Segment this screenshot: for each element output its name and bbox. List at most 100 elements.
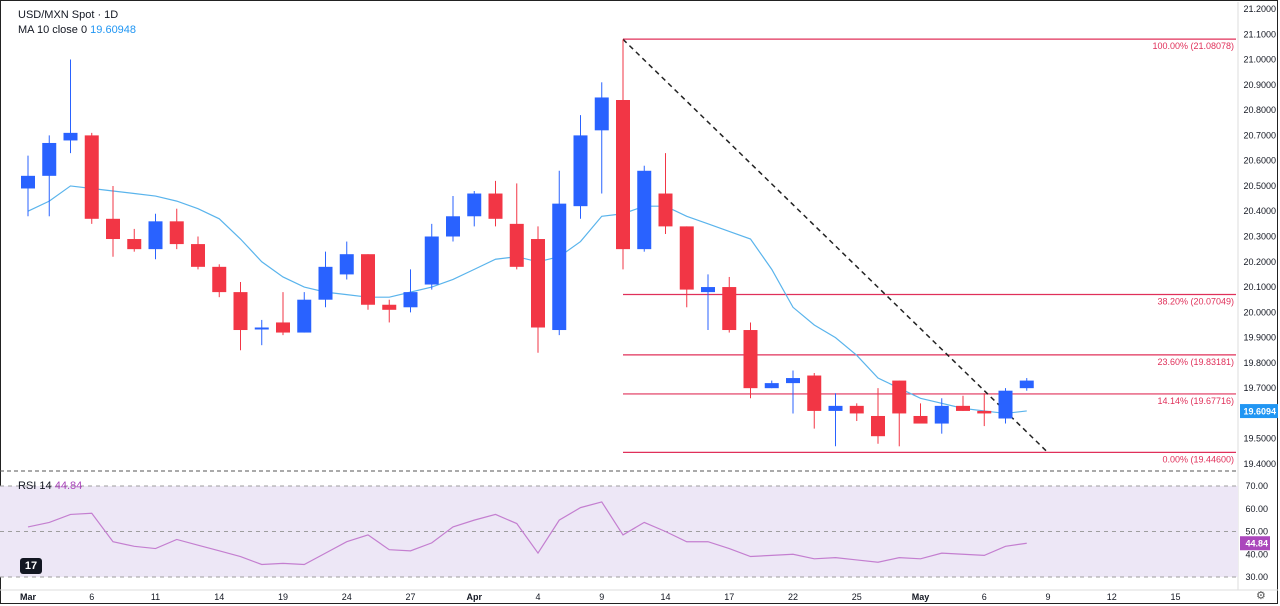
time-axis-tick: 12 bbox=[1107, 592, 1117, 602]
rsi-axis-tick: 50.00 bbox=[1245, 527, 1268, 537]
candle-body[interactable] bbox=[84, 135, 99, 219]
time-axis-tick: 4 bbox=[535, 592, 540, 602]
time-axis-tick: 19 bbox=[278, 592, 288, 602]
rsi-value-tag: 44.84 bbox=[1245, 539, 1268, 549]
candle-body[interactable] bbox=[637, 170, 652, 250]
price-axis-tick: 20.8000 bbox=[1243, 105, 1276, 115]
symbol-title: USD/MXN Spot · 1D bbox=[18, 9, 119, 21]
candle-body[interactable] bbox=[701, 287, 715, 293]
candle-body[interactable] bbox=[318, 266, 333, 300]
candle-body[interactable] bbox=[446, 216, 460, 237]
price-axis-tick: 21.1000 bbox=[1243, 29, 1276, 39]
price-axis-tick: 20.2000 bbox=[1243, 257, 1276, 267]
price-axis-tick: 19.5000 bbox=[1243, 434, 1276, 444]
candle-body[interactable] bbox=[658, 193, 673, 227]
candle-body[interactable] bbox=[127, 239, 142, 250]
candle-body[interactable] bbox=[276, 322, 290, 333]
fib-level-label: 14.14% (19.67716) bbox=[1157, 396, 1234, 406]
fib-level-label: 38.20% (20.07049) bbox=[1157, 297, 1234, 307]
rsi-value: 44.84 bbox=[54, 480, 83, 492]
ma-label: MA 10 close 0 bbox=[18, 24, 88, 36]
candle-body[interactable] bbox=[169, 221, 184, 245]
price-axis-tick: 20.9000 bbox=[1243, 80, 1276, 90]
candle-body[interactable] bbox=[956, 405, 970, 411]
symbol-legend: USD/MXN Spot · 1D bbox=[18, 9, 118, 21]
candle-body[interactable] bbox=[488, 193, 503, 219]
price-axis-tick: 19.8000 bbox=[1243, 358, 1276, 368]
candle-body[interactable] bbox=[254, 327, 269, 330]
time-axis-tick: 24 bbox=[342, 592, 352, 602]
candle-body[interactable] bbox=[552, 203, 567, 331]
time-axis-tick: Mar bbox=[20, 592, 37, 602]
candle-body[interactable] bbox=[743, 330, 758, 389]
price-axis-tick: 20.6000 bbox=[1243, 156, 1276, 166]
candle-body[interactable] bbox=[531, 239, 545, 328]
candle-body[interactable] bbox=[509, 223, 524, 267]
candle-body[interactable] bbox=[616, 100, 630, 250]
candle-body[interactable] bbox=[786, 378, 800, 384]
time-axis-tick: 6 bbox=[982, 592, 987, 602]
candle-body[interactable] bbox=[849, 405, 864, 414]
rsi-axis-tick: 30.00 bbox=[1245, 572, 1268, 582]
candle-body[interactable] bbox=[934, 405, 949, 424]
candle-body[interactable] bbox=[212, 266, 227, 293]
time-axis-tick: 17 bbox=[724, 592, 734, 602]
time-axis-tick: 15 bbox=[1170, 592, 1180, 602]
price-axis-tick: 20.4000 bbox=[1243, 206, 1276, 216]
candle-body[interactable] bbox=[148, 221, 163, 250]
candle-body[interactable] bbox=[977, 410, 992, 414]
candle-body[interactable] bbox=[679, 226, 694, 290]
price-axis-tick: 20.7000 bbox=[1243, 130, 1276, 140]
candle-body[interactable] bbox=[21, 175, 35, 189]
time-axis-tick: 11 bbox=[151, 592, 160, 602]
candle-body[interactable] bbox=[424, 236, 439, 285]
candle-body[interactable] bbox=[998, 390, 1013, 419]
time-axis-tick: 14 bbox=[214, 592, 224, 602]
ma-value: 19.60948 bbox=[90, 24, 137, 36]
candle-body[interactable] bbox=[339, 254, 354, 275]
candle-body[interactable] bbox=[1019, 380, 1034, 389]
candle-body[interactable] bbox=[764, 383, 779, 389]
price-axis-tick: 19.9000 bbox=[1243, 333, 1276, 343]
price-axis-tick: 21.0000 bbox=[1243, 55, 1276, 65]
candle-body[interactable] bbox=[913, 415, 928, 424]
candle-body[interactable] bbox=[361, 254, 375, 305]
candle-body[interactable] bbox=[63, 132, 78, 141]
time-axis-tick: 27 bbox=[405, 592, 415, 602]
candle-body[interactable] bbox=[191, 244, 205, 267]
rsi-line bbox=[27, 501, 1027, 566]
candle-body[interactable] bbox=[233, 292, 248, 331]
candle-body[interactable] bbox=[892, 380, 907, 414]
candle-body[interactable] bbox=[382, 304, 397, 310]
price-axis-tick: 19.4000 bbox=[1243, 459, 1276, 469]
candle-body[interactable] bbox=[722, 287, 737, 331]
time-axis-tick: 9 bbox=[1045, 592, 1050, 602]
rsi-legend: RSI 14 44.84 bbox=[18, 480, 82, 492]
ma-price-tag-bg bbox=[1240, 404, 1278, 419]
tradingview-logo-icon[interactable]: 17 bbox=[20, 558, 42, 574]
price-axis-tick: 21.2000 bbox=[1243, 4, 1276, 14]
candle-body[interactable] bbox=[106, 218, 120, 240]
time-axis-tick: 6 bbox=[89, 592, 94, 602]
candle-body[interactable] bbox=[403, 292, 418, 308]
settings-gear-icon[interactable]: ⚙ bbox=[1256, 590, 1266, 602]
price-axis-tick: 20.3000 bbox=[1243, 232, 1276, 242]
rsi-axis-tick: 70.00 bbox=[1245, 481, 1268, 491]
price-axis-tick: 20.1000 bbox=[1243, 282, 1276, 292]
ma-price-tag: 19.6094 bbox=[1243, 407, 1276, 417]
candle-body[interactable] bbox=[573, 135, 588, 207]
candle-body[interactable] bbox=[467, 193, 482, 217]
candle-body[interactable] bbox=[297, 299, 312, 333]
candle-body[interactable] bbox=[871, 415, 885, 437]
price-axis-tick: 20.0000 bbox=[1243, 307, 1276, 317]
fib-level-label: 23.60% (19.83181) bbox=[1157, 357, 1234, 367]
ma-legend: MA 10 close 0 19.60948 bbox=[18, 24, 136, 36]
candle-body[interactable] bbox=[807, 375, 822, 411]
price-axis-tick: 19.7000 bbox=[1243, 383, 1276, 393]
rsi-label: RSI 14 bbox=[18, 480, 52, 492]
candle-body[interactable] bbox=[594, 97, 609, 131]
candle-body[interactable] bbox=[828, 405, 843, 411]
candle-body[interactable] bbox=[42, 142, 57, 176]
